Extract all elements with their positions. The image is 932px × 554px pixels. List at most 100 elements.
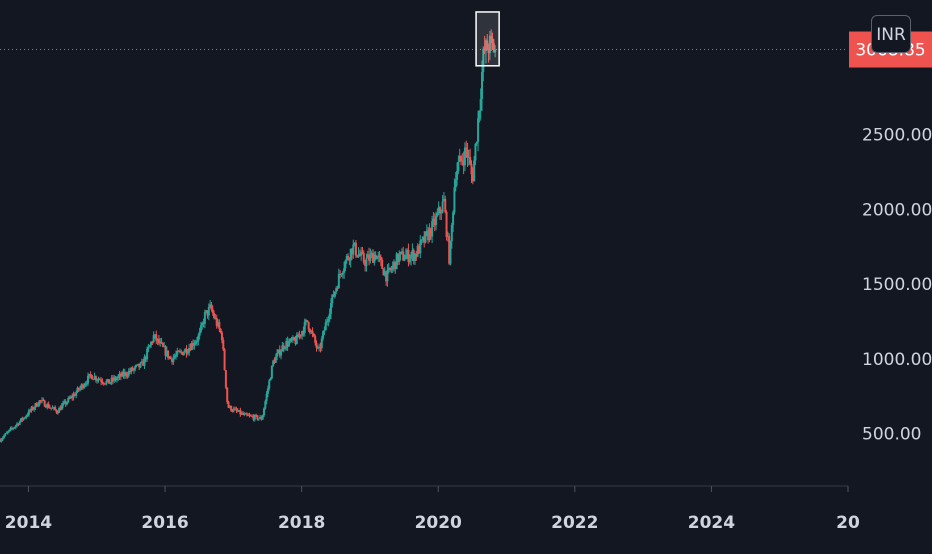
candle-275 — [360, 247, 363, 261]
candle-162 — [211, 305, 214, 316]
candle-93 — [121, 370, 124, 377]
selection-box[interactable] — [475, 11, 500, 67]
candle-112 — [146, 346, 149, 362]
candle-94 — [122, 368, 125, 379]
candle-113 — [147, 343, 150, 353]
candle-114 — [148, 344, 151, 348]
candle-58 — [75, 390, 78, 399]
candle-105 — [136, 363, 139, 366]
candle-161 — [210, 301, 213, 312]
candle-310 — [406, 248, 409, 260]
candle-337 — [441, 195, 444, 214]
candle-318 — [416, 243, 419, 258]
candle-42 — [54, 405, 57, 411]
candle-110 — [143, 354, 146, 369]
candle-240 — [314, 334, 317, 346]
candle-262 — [343, 261, 346, 279]
candle-243 — [318, 343, 321, 352]
candle-274 — [358, 249, 361, 257]
candle-37 — [47, 401, 50, 409]
candle-296 — [387, 262, 390, 274]
candle-11 — [13, 426, 16, 429]
candle-284 — [371, 249, 374, 263]
candle-313 — [410, 251, 413, 266]
candle-233 — [305, 318, 308, 326]
candle-221 — [289, 338, 292, 344]
candle-311 — [407, 243, 410, 267]
candle-72 — [93, 372, 96, 380]
candle-170 — [222, 337, 225, 352]
candle-290 — [379, 254, 382, 267]
candle-269 — [352, 239, 355, 259]
candle-242 — [316, 345, 319, 350]
x-tick-label-2018: 2018 — [278, 513, 325, 533]
candle-342 — [448, 233, 451, 266]
candle-329 — [431, 215, 434, 243]
candle-299 — [391, 261, 394, 273]
candle-98 — [127, 368, 130, 378]
candle-86 — [111, 374, 114, 385]
candle-144 — [188, 343, 191, 357]
candle-62 — [80, 383, 83, 391]
candle-304 — [398, 250, 401, 265]
candle-343 — [449, 240, 452, 266]
candle-213 — [278, 345, 281, 358]
candle-44 — [56, 410, 59, 415]
candle-186 — [243, 412, 246, 417]
candle-286 — [374, 251, 377, 261]
candle-69 — [89, 371, 92, 379]
candle-278 — [364, 259, 367, 272]
candle-277 — [362, 250, 365, 265]
candle-145 — [189, 343, 192, 352]
candle-30 — [38, 399, 41, 407]
candle-268 — [350, 248, 353, 260]
candle-309 — [404, 248, 407, 260]
candle-107 — [139, 361, 142, 369]
candle-176 — [230, 405, 233, 412]
candle-74 — [96, 378, 99, 384]
candle-48 — [62, 400, 65, 409]
candle-258 — [337, 268, 340, 289]
candle-355 — [465, 140, 468, 158]
candle-377 — [494, 45, 497, 58]
candle-14 — [17, 423, 20, 427]
candle-53 — [68, 395, 71, 400]
candle-84 — [109, 381, 112, 385]
candle-331 — [433, 213, 436, 232]
candle-103 — [134, 364, 137, 372]
candle-279 — [365, 253, 368, 272]
candle-76 — [98, 377, 101, 381]
candle-31 — [39, 400, 42, 404]
candle-219 — [286, 336, 289, 351]
candle-43 — [55, 409, 58, 415]
candle-344 — [450, 222, 453, 249]
candle-363 — [475, 141, 478, 146]
candle-56 — [72, 391, 75, 401]
candle-220 — [287, 338, 290, 348]
candle-273 — [357, 247, 360, 258]
candle-117 — [152, 331, 155, 344]
candle-271 — [354, 239, 357, 258]
candle-225 — [294, 335, 297, 346]
candle-327 — [428, 223, 431, 243]
candle-338 — [442, 191, 445, 202]
candle-227 — [297, 332, 300, 338]
candle-340 — [445, 210, 448, 241]
candle-260 — [340, 273, 343, 277]
currency-button[interactable]: INR — [871, 15, 911, 53]
candle-142 — [185, 345, 188, 358]
candle-157 — [205, 309, 208, 314]
candle-160 — [209, 299, 212, 309]
candle-152 — [198, 327, 201, 340]
candle-90 — [117, 373, 120, 381]
candle-300 — [393, 259, 396, 272]
candle-210 — [274, 353, 277, 363]
candle-254 — [332, 290, 335, 298]
candle-214 — [280, 349, 283, 360]
candle-364 — [477, 110, 480, 151]
candle-360 — [471, 167, 474, 185]
candle-85 — [110, 375, 113, 386]
candle-22 — [27, 408, 30, 417]
